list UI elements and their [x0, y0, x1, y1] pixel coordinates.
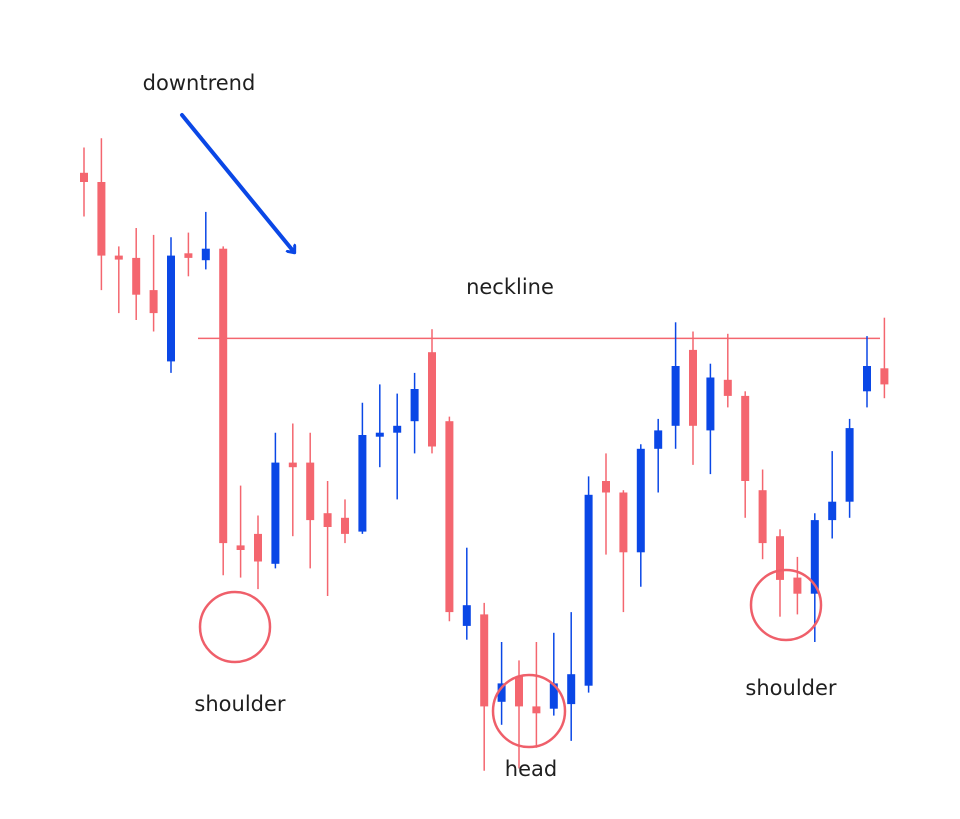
left-shoulder-label: shoulder: [194, 692, 285, 716]
candle-body-35: [689, 349, 697, 426]
candle-body-19: [410, 389, 419, 422]
candle-body-40: [776, 536, 784, 580]
downtrend-arrow: [180, 113, 294, 252]
candle-body-7: [201, 248, 210, 261]
downtrend-label: downtrend: [143, 71, 256, 95]
candle-body-36: [706, 377, 715, 431]
candle-body-16: [358, 435, 367, 532]
candle-body-30: [602, 481, 610, 493]
candle-body-14: [323, 513, 332, 527]
candle-body-8: [219, 248, 228, 544]
candle-body-10: [254, 533, 262, 562]
candle-body-27: [549, 683, 558, 709]
candle-body-5: [167, 255, 175, 362]
candle-body-6: [184, 253, 193, 258]
right-shoulder-label: shoulder: [745, 676, 836, 700]
candle-body-12: [288, 462, 297, 468]
candle-body-33: [654, 430, 663, 449]
candle-body-42: [810, 520, 819, 594]
candle-body-1: [97, 182, 106, 256]
candle-body-28: [567, 674, 576, 705]
candle-body-32: [636, 448, 645, 553]
candle-body-21: [445, 421, 454, 613]
candle-body-29: [584, 494, 593, 686]
candle-body-39: [758, 490, 767, 544]
candle-body-34: [671, 366, 680, 426]
candle-body-22: [462, 605, 471, 626]
candle-body-26: [532, 706, 541, 714]
candle-body-31: [619, 492, 628, 553]
head-label: head: [505, 757, 557, 781]
candle-body-9: [236, 545, 245, 550]
candle-body-37: [723, 379, 732, 396]
right-shoulder-circle: [749, 568, 823, 642]
candle-body-38: [741, 395, 750, 481]
neckline-label: neckline: [466, 275, 554, 299]
head-circle: [491, 673, 567, 749]
candle-body-0: [80, 172, 88, 182]
candle-body-25: [515, 676, 523, 707]
candle-body-41: [793, 577, 802, 594]
candle-body-45: [863, 366, 871, 392]
candle-body-17: [375, 432, 384, 437]
candle-body-46: [880, 368, 889, 385]
candle-body-3: [132, 257, 141, 295]
candle-body-44: [845, 428, 854, 502]
candle-body-43: [828, 501, 837, 521]
candle-body-13: [306, 462, 315, 521]
candle-body-4: [149, 290, 158, 314]
candle-body-24: [497, 683, 506, 702]
candle-body-11: [271, 462, 280, 564]
candle-body-2: [114, 255, 123, 260]
candle-body-18: [393, 425, 402, 433]
candle-body-20: [428, 352, 436, 447]
candle-body-23: [480, 614, 489, 707]
left-shoulder-circle: [198, 590, 272, 664]
candle-body-15: [341, 517, 349, 534]
candles-group: [80, 138, 889, 771]
